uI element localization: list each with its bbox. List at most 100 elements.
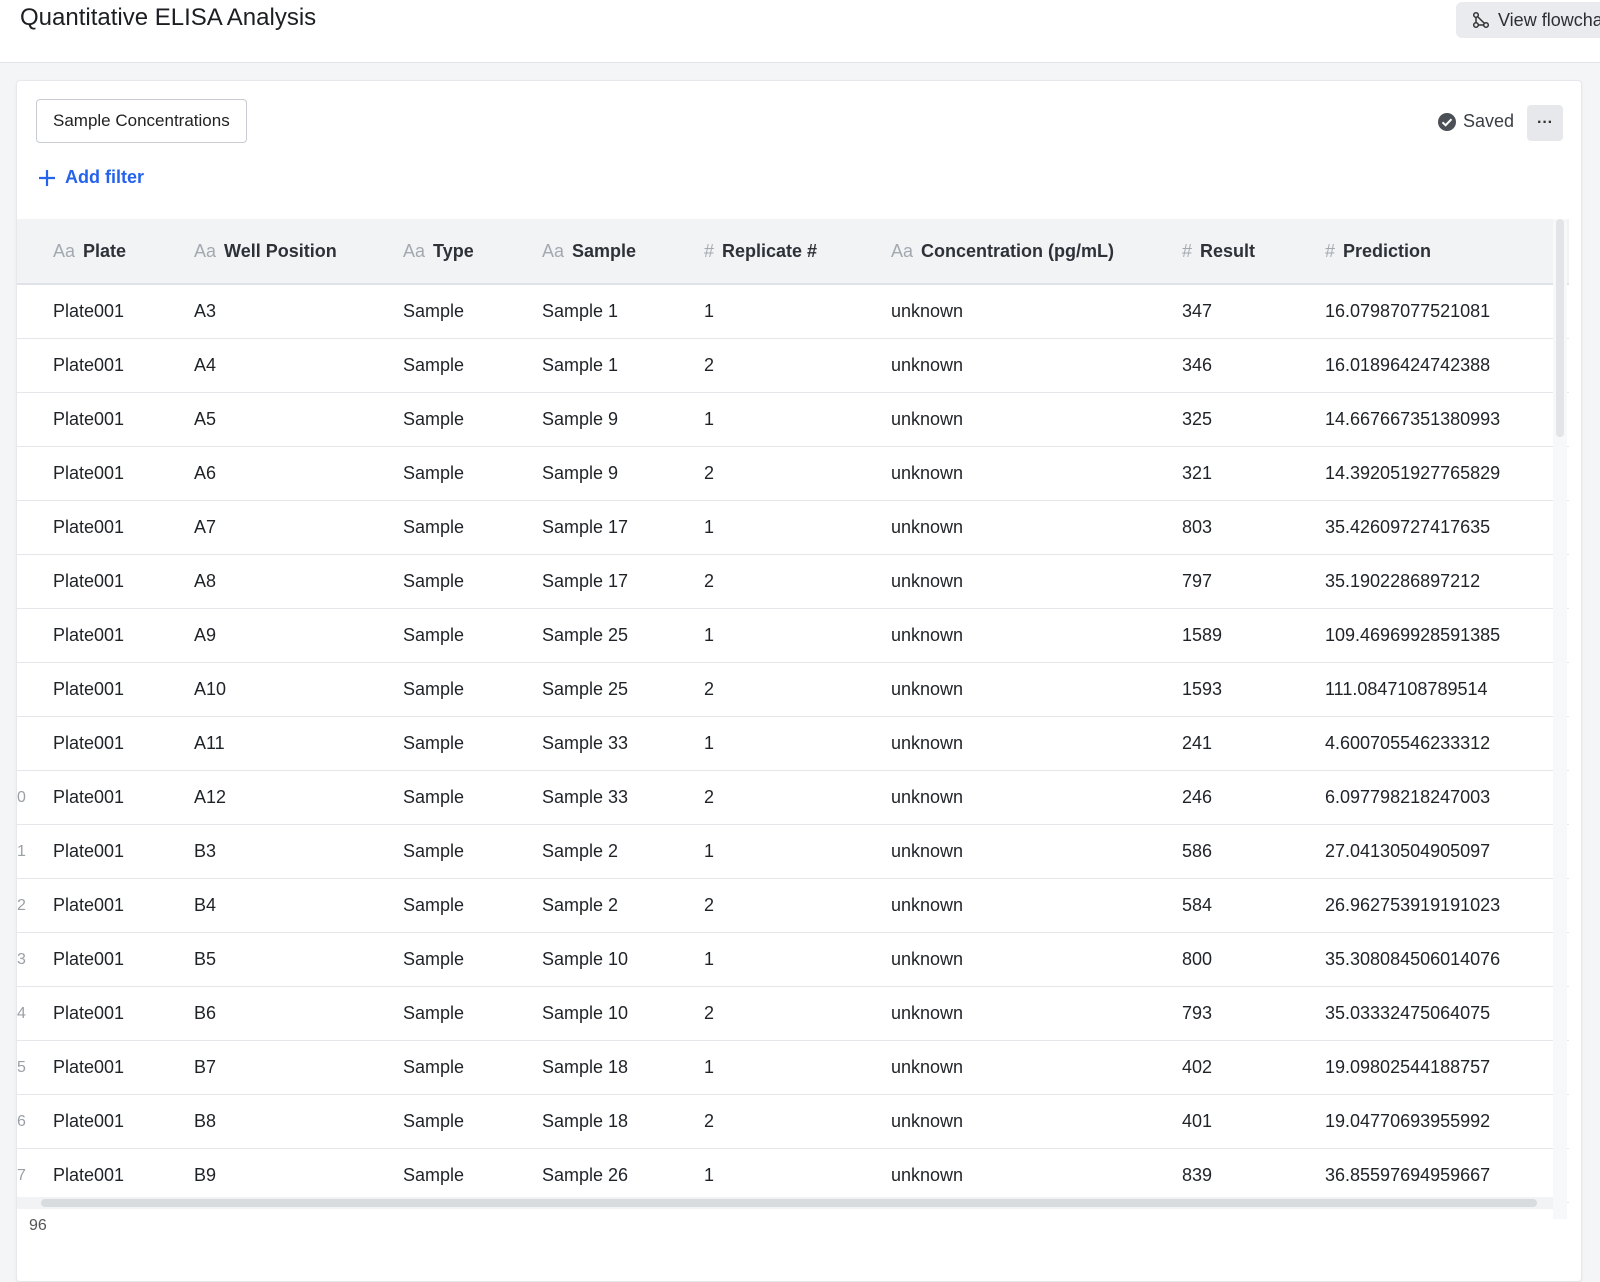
cell-replicate[interactable]: 2 (704, 986, 891, 1041)
column-header-type[interactable]: Aa Type (403, 219, 542, 285)
cell-type[interactable]: Sample (403, 500, 542, 555)
cell-prediction[interactable]: 14.667667351380993 (1325, 392, 1569, 447)
cell-result[interactable]: 346 (1182, 338, 1325, 393)
horizontal-scroll-thumb[interactable] (41, 1199, 1537, 1207)
cell-replicate[interactable]: 2 (704, 770, 891, 825)
table-row[interactable]: 2 Plate001 B4 Sample Sample 2 2 unknown 584 26.9… (17, 878, 1569, 933)
cell-well-position[interactable]: B6 (194, 986, 403, 1041)
cell-concentration[interactable]: unknown (891, 932, 1182, 987)
cell-sample[interactable]: Sample 26 (542, 1148, 704, 1203)
cell-plate[interactable]: Plate001 (53, 1094, 194, 1149)
cell-plate[interactable]: Plate001 (53, 770, 194, 825)
add-filter-button[interactable]: Add filter (37, 167, 144, 188)
view-flowchart-button[interactable]: View flowchart (1456, 2, 1600, 38)
cell-well-position[interactable]: A6 (194, 446, 403, 501)
table-row[interactable]: 3 Plate001 B5 Sample Sample 10 1 unknown 800 35.… (17, 932, 1569, 987)
cell-well-position[interactable]: B7 (194, 1040, 403, 1095)
cell-plate[interactable]: Plate001 (53, 932, 194, 987)
cell-result[interactable]: 401 (1182, 1094, 1325, 1149)
cell-result[interactable]: 586 (1182, 824, 1325, 879)
table-row[interactable]: Plate001 A3 Sample Sample 1 1 unknown 347 16.07… (17, 284, 1569, 339)
cell-replicate[interactable]: 2 (704, 1094, 891, 1149)
cell-well-position[interactable]: A7 (194, 500, 403, 555)
cell-plate[interactable]: Plate001 (53, 338, 194, 393)
cell-sample[interactable]: Sample 25 (542, 662, 704, 717)
cell-plate[interactable]: Plate001 (53, 986, 194, 1041)
cell-type[interactable]: Sample (403, 1094, 542, 1149)
cell-plate[interactable]: Plate001 (53, 1040, 194, 1095)
cell-concentration[interactable]: unknown (891, 284, 1182, 339)
cell-replicate[interactable]: 1 (704, 932, 891, 987)
cell-result[interactable]: 803 (1182, 500, 1325, 555)
table-row[interactable]: 4 Plate001 B6 Sample Sample 10 2 unknown 793 35.… (17, 986, 1569, 1041)
table-row[interactable]: Plate001 A8 Sample Sample 17 2 unknown 797 35.1… (17, 554, 1569, 609)
cell-result[interactable]: 1589 (1182, 608, 1325, 663)
cell-sample[interactable]: Sample 1 (542, 284, 704, 339)
cell-sample[interactable]: Sample 17 (542, 500, 704, 555)
cell-plate[interactable]: Plate001 (53, 392, 194, 447)
cell-result[interactable]: 839 (1182, 1148, 1325, 1203)
cell-well-position[interactable]: A3 (194, 284, 403, 339)
cell-well-position[interactable]: B3 (194, 824, 403, 879)
cell-prediction[interactable]: 35.1902286897212 (1325, 554, 1569, 609)
cell-plate[interactable]: Plate001 (53, 824, 194, 879)
cell-replicate[interactable]: 1 (704, 1040, 891, 1095)
table-row[interactable]: Plate001 A11 Sample Sample 33 1 unknown 241 4.6… (17, 716, 1569, 771)
column-header-result[interactable]: # Result (1182, 219, 1325, 285)
cell-prediction[interactable]: 16.01896424742388 (1325, 338, 1569, 393)
cell-concentration[interactable]: unknown (891, 1148, 1182, 1203)
cell-well-position[interactable]: B9 (194, 1148, 403, 1203)
view-name-field[interactable]: Sample Concentrations (36, 99, 247, 143)
cell-sample[interactable]: Sample 18 (542, 1040, 704, 1095)
cell-plate[interactable]: Plate001 (53, 284, 194, 339)
cell-result[interactable]: 584 (1182, 878, 1325, 933)
cell-plate[interactable]: Plate001 (53, 500, 194, 555)
cell-well-position[interactable]: B4 (194, 878, 403, 933)
cell-sample[interactable]: Sample 9 (542, 392, 704, 447)
cell-well-position[interactable]: A12 (194, 770, 403, 825)
cell-replicate[interactable]: 1 (704, 608, 891, 663)
cell-type[interactable]: Sample (403, 770, 542, 825)
cell-well-position[interactable]: A11 (194, 716, 403, 771)
cell-well-position[interactable]: A4 (194, 338, 403, 393)
cell-result[interactable]: 797 (1182, 554, 1325, 609)
cell-prediction[interactable]: 16.07987077521081 (1325, 284, 1569, 339)
cell-result[interactable]: 347 (1182, 284, 1325, 339)
vertical-scrollbar[interactable] (1553, 219, 1567, 1219)
cell-sample[interactable]: Sample 9 (542, 446, 704, 501)
cell-well-position[interactable]: A5 (194, 392, 403, 447)
cell-result[interactable]: 321 (1182, 446, 1325, 501)
table-row[interactable]: Plate001 A6 Sample Sample 9 2 unknown 321 14.39… (17, 446, 1569, 501)
cell-sample[interactable]: Sample 33 (542, 716, 704, 771)
cell-type[interactable]: Sample (403, 554, 542, 609)
cell-well-position[interactable]: A10 (194, 662, 403, 717)
cell-type[interactable]: Sample (403, 878, 542, 933)
cell-sample[interactable]: Sample 10 (542, 932, 704, 987)
cell-concentration[interactable]: unknown (891, 716, 1182, 771)
cell-sample[interactable]: Sample 10 (542, 986, 704, 1041)
vertical-scroll-thumb[interactable] (1556, 219, 1564, 437)
cell-replicate[interactable]: 1 (704, 500, 891, 555)
cell-prediction[interactable]: 26.962753919191023 (1325, 878, 1569, 933)
cell-result[interactable]: 1593 (1182, 662, 1325, 717)
cell-concentration[interactable]: unknown (891, 770, 1182, 825)
cell-result[interactable]: 246 (1182, 770, 1325, 825)
cell-result[interactable]: 800 (1182, 932, 1325, 987)
cell-concentration[interactable]: unknown (891, 392, 1182, 447)
cell-replicate[interactable]: 1 (704, 824, 891, 879)
column-header-sample[interactable]: Aa Sample (542, 219, 704, 285)
cell-replicate[interactable]: 2 (704, 554, 891, 609)
cell-result[interactable]: 325 (1182, 392, 1325, 447)
cell-type[interactable]: Sample (403, 608, 542, 663)
cell-result[interactable]: 402 (1182, 1040, 1325, 1095)
column-header-concentration[interactable]: Aa Concentration (pg/mL) (891, 219, 1182, 285)
cell-prediction[interactable]: 19.09802544188757 (1325, 1040, 1569, 1095)
cell-type[interactable]: Sample (403, 932, 542, 987)
cell-sample[interactable]: Sample 25 (542, 608, 704, 663)
cell-plate[interactable]: Plate001 (53, 554, 194, 609)
cell-prediction[interactable]: 14.392051927765829 (1325, 446, 1569, 501)
table-row[interactable]: 7 Plate001 B9 Sample Sample 26 1 unknown 839 36.… (17, 1148, 1569, 1203)
table-row[interactable]: Plate001 A4 Sample Sample 1 2 unknown 346 16.01… (17, 338, 1569, 393)
cell-concentration[interactable]: unknown (891, 662, 1182, 717)
column-header-replicate[interactable]: # Replicate # (704, 219, 891, 285)
